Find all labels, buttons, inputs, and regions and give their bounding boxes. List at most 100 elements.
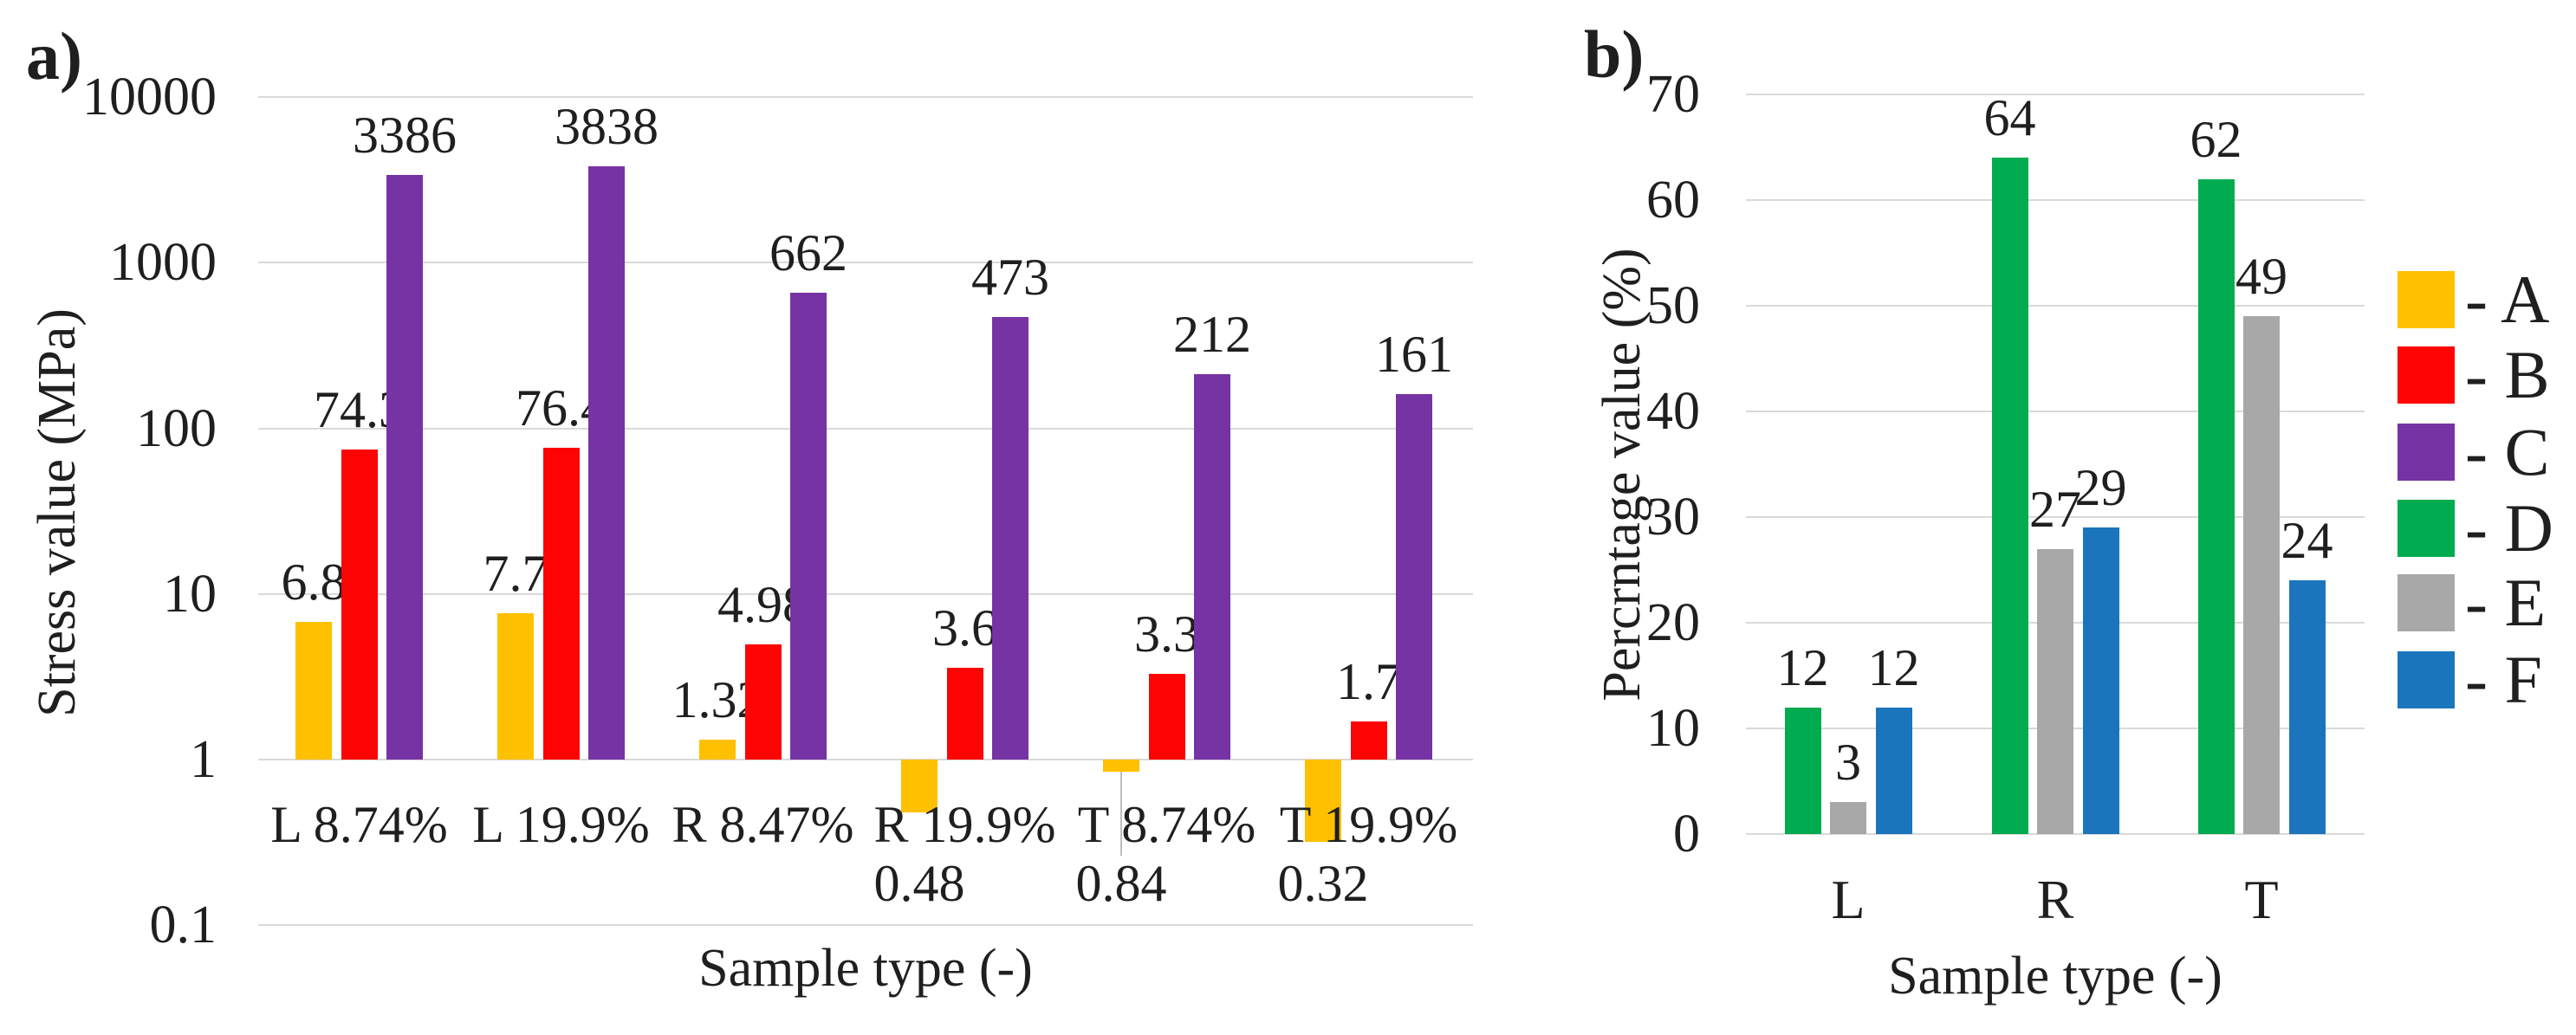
bar-A-R 19.9% [901, 760, 938, 812]
bar-C-L 19.9% [588, 165, 625, 760]
bar-value-label: 0.84 [1075, 855, 1167, 912]
bar-value-label: 12 [1776, 638, 1829, 696]
x-category-label: L [1831, 869, 1865, 930]
bar-A-T 19.9% [1305, 760, 1341, 842]
bar-C-L 8.74% [386, 175, 423, 760]
bar-E-R [2037, 548, 2073, 834]
bar-F-R [2082, 527, 2119, 834]
bar-value-label: 64 [1983, 89, 2036, 147]
bar-value-label: 29 [2074, 459, 2127, 517]
bar-value-label: 7.7 [483, 544, 548, 602]
bar-value-label: 0.32 [1277, 855, 1369, 912]
x-axis-title-a: Sample type (-) [698, 939, 1033, 998]
leader-line [1120, 772, 1122, 856]
bar-C-T 8.74% [1194, 374, 1230, 760]
bar-value-label: 212 [1173, 306, 1251, 364]
bar-A-L 8.74% [295, 621, 332, 760]
bar-value-label: 3838 [555, 97, 659, 155]
bar-C-R 8.47% [790, 292, 827, 760]
x-category-label: T 19.9% [1279, 796, 1458, 853]
bar-value-label: 62 [2190, 110, 2242, 168]
legend-swatch [2398, 500, 2455, 557]
y-axis-title-a: Stress value (MPa) [28, 308, 87, 717]
gridline [258, 759, 1473, 760]
y-tick-label: 1000 [109, 233, 217, 293]
panel-tag-b: b) [1584, 16, 1645, 92]
legend-item: - C [2398, 418, 2571, 486]
legend-swatch [2398, 346, 2455, 404]
x-axis-title-b: Sample type (-) [1888, 947, 2222, 1006]
bar-E-T [2243, 316, 2280, 834]
x-category-label: L 8.74% [270, 796, 448, 853]
y-tick-label: 40 [1646, 382, 1700, 441]
bar-value-label: 6.8 [281, 553, 347, 611]
bar-value-label: 3.3 [1134, 605, 1199, 663]
y-tick-label: 0.1 [149, 896, 217, 955]
legend-label: - D [2465, 490, 2553, 566]
bar-B-L 19.9% [542, 447, 580, 760]
y-tick-label: 100 [136, 398, 217, 458]
bar-D-L [1784, 707, 1821, 834]
bar-value-label: 27 [2029, 480, 2081, 538]
y-tick-label: 1 [190, 730, 217, 789]
bar-value-label: 12 [1867, 638, 1920, 696]
bar-A-R 8.47% [699, 739, 736, 760]
gridline [258, 592, 1473, 595]
y-tick-label: 10 [1646, 699, 1700, 758]
bar-C-T 19.9% [1396, 394, 1432, 760]
x-category-label: T [2244, 869, 2279, 930]
bar-value-label: 0.48 [873, 855, 965, 912]
bar-value-label: 24 [2281, 512, 2333, 570]
bar-B-T 19.9% [1350, 721, 1387, 760]
bar-value-label: 3 [1835, 734, 1861, 792]
bar-D-T [2197, 178, 2235, 834]
bar-value-label: 161 [1375, 326, 1453, 384]
legend-swatch [2398, 574, 2455, 631]
gridline [1746, 516, 2365, 518]
panel-tag-a: a) [26, 18, 82, 94]
gridline [258, 924, 1473, 927]
gridline [258, 427, 1473, 430]
bar-value-label: 662 [769, 223, 847, 281]
legend-swatch [2398, 271, 2455, 328]
bar-C-R 19.9% [992, 316, 1028, 760]
bar-B-R 8.47% [744, 644, 782, 760]
y-tick-label: 70 [1646, 65, 1700, 124]
legend-item: - D [2398, 495, 2571, 562]
x-category-label: R [2036, 869, 2074, 930]
legend-label: - B [2465, 337, 2550, 412]
bar-B-T 8.74% [1148, 673, 1185, 760]
gridline [1746, 833, 2365, 835]
y-tick-label: 30 [1646, 488, 1700, 547]
y-tick-label: 50 [1646, 276, 1700, 335]
bar-F-T [2288, 580, 2326, 834]
bar-value-label: 1.7 [1336, 652, 1401, 710]
legend-label: - F [2465, 642, 2542, 717]
gridline [258, 262, 1473, 264]
gridline [258, 96, 1473, 99]
legend-label: - E [2465, 565, 2547, 640]
legend-item: - E [2398, 569, 2571, 637]
bar-A-L 19.9% [497, 612, 534, 760]
bar-E-L [1830, 802, 1866, 834]
legend-label: - C [2465, 414, 2550, 489]
y-tick-label: 10 [163, 564, 217, 624]
x-category-label: T 8.74% [1077, 796, 1256, 853]
bar-B-L 8.74% [341, 450, 378, 760]
gridline [1746, 199, 2365, 201]
legend-item: - F [2398, 646, 2571, 714]
legend-swatch [2398, 424, 2455, 481]
legend-swatch [2398, 651, 2455, 708]
legend-label: - A [2465, 262, 2550, 337]
gridline [1746, 411, 2365, 412]
legend-item: - A [2398, 266, 2571, 333]
bar-D-R [1991, 158, 2028, 834]
x-category-label: L 19.9% [472, 796, 650, 853]
y-tick-label: 10000 [82, 68, 217, 127]
bar-value-label: 49 [2235, 248, 2287, 306]
y-tick-label: 60 [1646, 171, 1700, 230]
x-category-label: R 8.47% [672, 796, 854, 853]
bar-F-L [1875, 707, 1912, 834]
bar-A-T 8.74% [1103, 760, 1139, 773]
